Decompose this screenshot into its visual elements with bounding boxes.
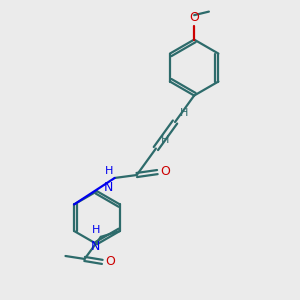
Text: N: N — [91, 240, 100, 253]
Text: H: H — [105, 167, 113, 176]
Text: O: O — [160, 165, 170, 178]
Text: N: N — [104, 181, 113, 194]
Text: H: H — [180, 109, 189, 118]
Text: H: H — [161, 135, 170, 145]
Text: O: O — [189, 11, 199, 24]
Text: H: H — [92, 225, 100, 236]
Text: O: O — [105, 255, 115, 268]
